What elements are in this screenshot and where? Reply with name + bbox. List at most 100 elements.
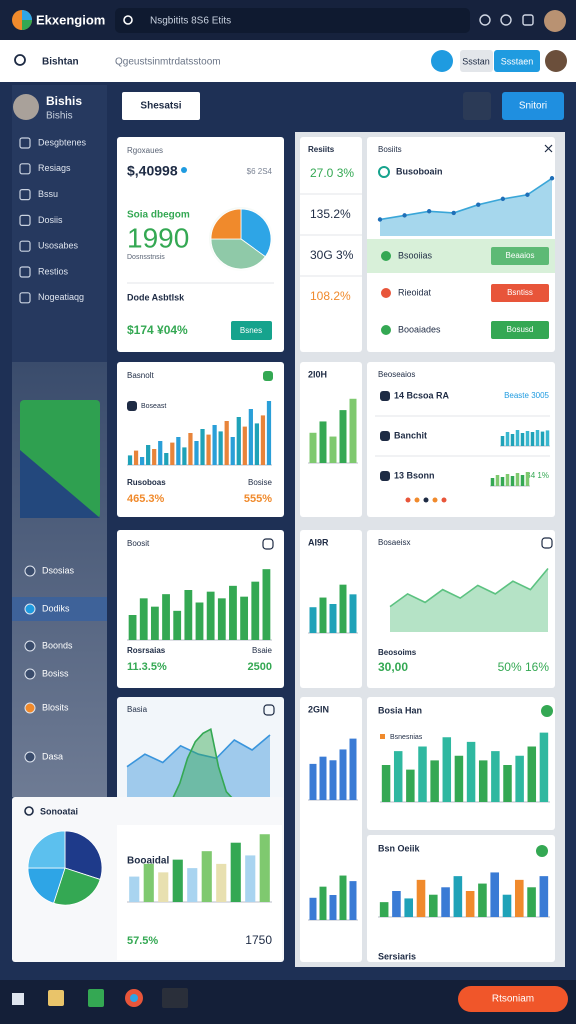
start-icon[interactable] [12,993,24,1005]
button[interactable] [491,321,549,339]
menu-icon[interactable] [24,640,36,652]
menu-icon[interactable] [19,292,31,304]
button[interactable] [122,92,200,120]
button[interactable] [460,50,493,72]
bar [392,891,401,917]
label: Dosiis [38,215,63,225]
label: Soia dbegom [127,210,190,221]
button[interactable] [491,247,549,265]
bar [309,432,317,463]
round-button[interactable] [431,50,453,72]
label: Resiags [38,163,71,173]
taskbar-button[interactable] [458,986,568,1012]
icon-button[interactable] [463,92,491,120]
bar [466,741,476,802]
card-icon[interactable] [380,391,390,401]
icon[interactable] [500,14,512,26]
card-icon[interactable] [263,704,275,716]
bar [139,457,145,465]
label: 555% [244,493,272,505]
menu-icon[interactable] [19,189,31,201]
menu-icon[interactable] [19,240,31,252]
label: Basia [127,705,148,714]
button[interactable] [502,92,564,120]
bar [150,606,159,640]
card-icon[interactable] [127,401,137,411]
badge [181,167,187,173]
bar [478,760,488,802]
label: Bishis [46,94,82,108]
pie-slice [210,238,266,270]
button[interactable] [491,284,549,302]
label: Bosise [248,478,273,487]
label: Bosiits [378,145,402,154]
label: Dasa [42,751,63,761]
bar [539,876,549,917]
bar [216,863,227,902]
bar [503,765,512,802]
icon[interactable] [522,14,534,26]
label: Bsnesnias [390,734,423,741]
card-icon[interactable] [380,431,390,441]
label: Boonds [42,640,73,650]
panel-graphic [20,450,100,518]
bar [188,433,193,465]
area [172,729,234,800]
card-icon[interactable] [380,471,390,481]
card-icon[interactable] [541,537,553,549]
bar [539,732,549,802]
card-icon[interactable] [263,371,273,381]
search-box[interactable] [115,8,470,33]
app-icon[interactable] [88,989,104,1007]
bar [309,763,317,800]
bar [172,859,183,902]
bar [381,765,391,802]
menu-icon[interactable] [19,214,31,226]
bar [525,472,530,486]
app-icon[interactable] [48,990,64,1006]
avatar[interactable] [544,10,566,32]
bar [146,445,151,465]
bar [162,594,170,640]
menu-icon[interactable] [24,565,36,577]
menu-icon[interactable] [24,603,36,615]
button[interactable] [494,50,540,72]
label: 2I0H [308,369,327,379]
label: Ssstan [462,56,490,66]
menu-icon[interactable] [19,266,31,278]
area [380,178,552,236]
label: Booaiades [398,324,441,334]
bar [527,746,537,802]
dot [405,497,411,503]
logo-part [22,10,32,20]
avatar[interactable] [545,50,567,72]
label: Bsn Oeiik [378,843,421,853]
menu-icon[interactable] [24,702,36,714]
app-icon[interactable] [162,988,188,1008]
menu-icon[interactable] [19,163,31,175]
bar [182,447,187,465]
bar [505,432,510,446]
bar [248,409,253,465]
bar [206,434,211,465]
search-icon[interactable] [14,54,26,66]
bar [329,604,337,633]
menu-icon[interactable] [19,137,31,149]
label: Bosusd [507,325,534,334]
bar [530,432,535,446]
bar [515,473,520,486]
menu-icon[interactable] [24,668,36,680]
card [117,137,284,352]
card-icon[interactable] [262,538,274,550]
label: Rieoidat [398,287,432,297]
point [402,213,407,218]
bar [230,842,241,902]
button[interactable] [231,321,272,340]
bar [217,598,226,640]
menu-icon[interactable] [24,751,36,763]
close-icon[interactable] [544,144,553,153]
legend-swatch [380,734,385,739]
icon[interactable] [479,14,491,26]
